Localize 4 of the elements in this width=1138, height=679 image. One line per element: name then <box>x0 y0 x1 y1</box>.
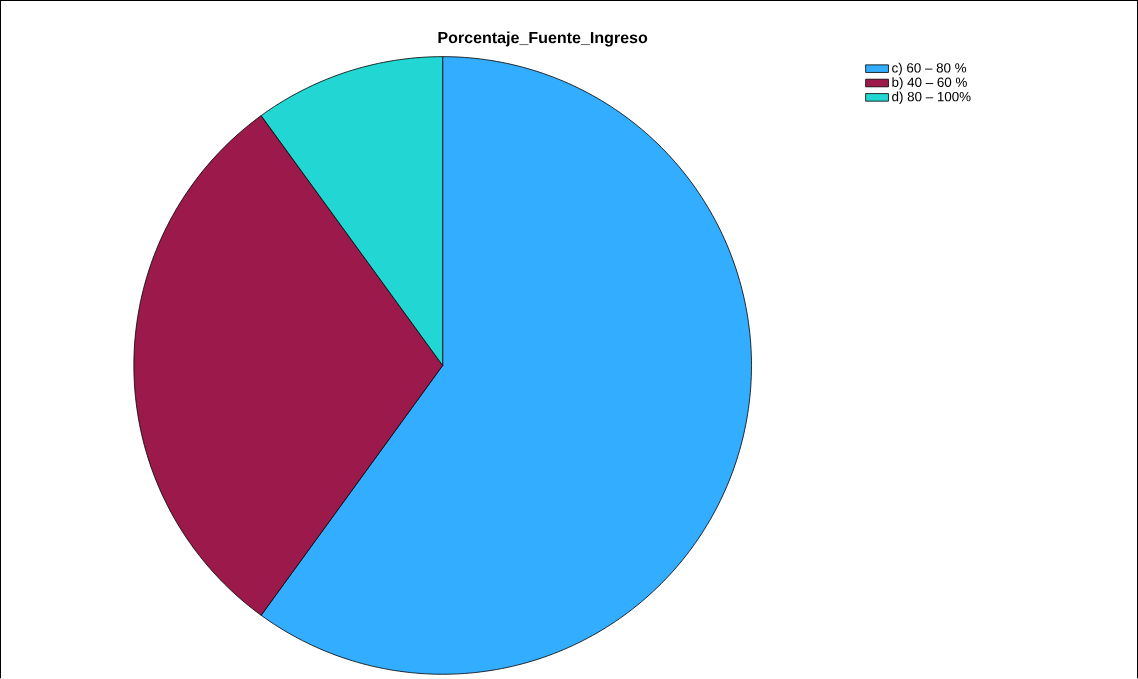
legend-label: c) 60 – 80 % <box>892 62 967 76</box>
legend-label: b) 40 – 60 % <box>892 77 967 90</box>
chart-title: Porcentaje_Fuente_Ingreso <box>438 31 648 47</box>
legend-label: d) 80 – 100% <box>892 91 971 105</box>
